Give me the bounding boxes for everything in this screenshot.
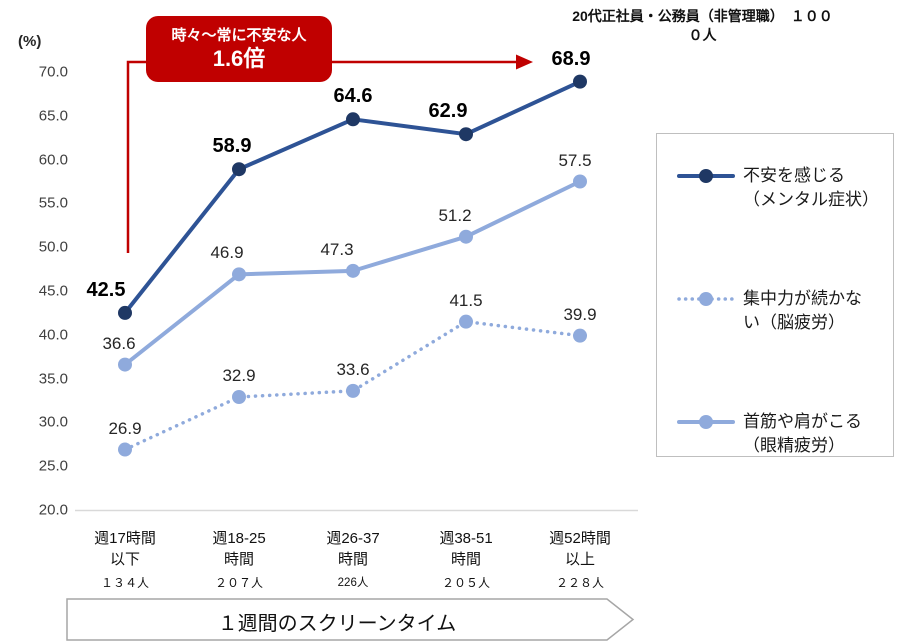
data-point: [459, 229, 473, 244]
series-layer: [118, 74, 587, 457]
data-point: [346, 263, 360, 278]
data-point: [573, 328, 587, 343]
data-point: [232, 267, 246, 282]
annotation-arrow-line: [126, 60, 518, 253]
screen-time-banner-shape: [66, 598, 635, 641]
data-point: [573, 74, 587, 89]
data-point: [346, 383, 360, 398]
data-point: [459, 127, 473, 142]
annotation-arrowhead-icon: [516, 54, 533, 70]
data-point: [232, 162, 246, 177]
data-point: [459, 314, 473, 329]
data-point: [118, 442, 132, 457]
data-point: [232, 389, 246, 404]
data-point: [573, 174, 587, 189]
data-point: [346, 112, 360, 127]
data-point: [118, 305, 132, 320]
data-point: [118, 357, 132, 372]
